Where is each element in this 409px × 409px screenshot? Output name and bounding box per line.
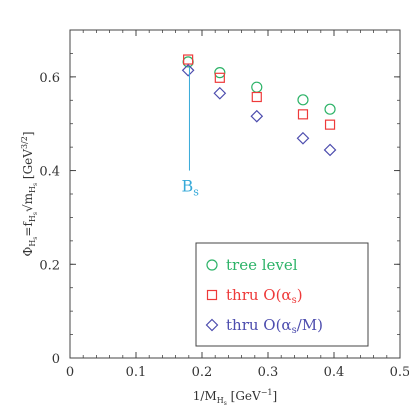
legend: tree level thru O(αs) thru O(αs/M) xyxy=(195,242,369,347)
legend-label: thru O(αs/M) xyxy=(226,316,323,336)
data-point-circle xyxy=(251,81,263,93)
legend-marker-circle xyxy=(206,259,218,271)
data-marks xyxy=(181,54,337,157)
x-tick-label: 0 xyxy=(66,365,74,380)
y-tick-label: 0 xyxy=(52,352,60,367)
legend-label: tree level xyxy=(226,256,298,274)
data-point-square xyxy=(214,72,225,83)
x-tick-label: 0.2 xyxy=(192,365,213,380)
data-point-circle xyxy=(324,103,336,115)
annotations: Bs xyxy=(181,67,199,199)
x-axis-label: 1/MHs [GeV−1] xyxy=(193,388,277,407)
data-point-diamond xyxy=(323,143,337,157)
axis-ticks: 0 0.1 0.2 0.3 0.4 0.5 0 0.2 0.4 0.6 xyxy=(39,29,409,380)
data-point-circle xyxy=(214,67,226,79)
x-tick-label: 0.4 xyxy=(324,365,345,380)
data-point-circle xyxy=(297,94,309,106)
y-axis-label: ΦHs=fHs√mHs [GeV3/2] xyxy=(20,131,39,256)
data-point-diamond xyxy=(296,131,310,145)
legend-box xyxy=(195,242,369,347)
x-tick-label: 0.5 xyxy=(390,365,409,380)
bs-label: Bs xyxy=(181,177,199,199)
data-point-diamond xyxy=(181,63,195,77)
data-point-diamond xyxy=(250,109,264,123)
y-tick-label: 0.6 xyxy=(39,71,60,86)
legend-marker-diamond xyxy=(205,318,219,332)
data-point-diamond xyxy=(213,86,227,100)
data-point-square xyxy=(251,91,262,103)
legend-marker-square xyxy=(206,289,218,301)
y-tick-label: 0.2 xyxy=(39,258,60,273)
data-point-square xyxy=(297,109,309,120)
y-tick-label: 0.4 xyxy=(39,165,60,180)
x-tick-label: 0.3 xyxy=(258,365,279,380)
legend-label: thru O(αs) xyxy=(226,286,303,306)
x-tick-label: 0.1 xyxy=(126,365,147,380)
data-point-square xyxy=(324,119,336,130)
